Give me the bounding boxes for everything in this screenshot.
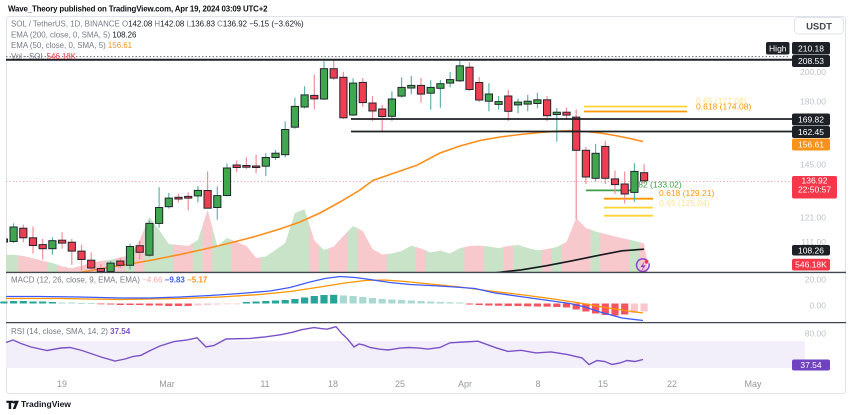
svg-text:RSI (14, close, SMA, 14, 2) 37: RSI (14, close, SMA, 14, 2) 37.54 (11, 327, 131, 336)
svg-text:Mar: Mar (159, 379, 175, 389)
svg-text:22:50:57: 22:50:57 (798, 185, 831, 195)
svg-text:Wave_Theory published on Tradi: Wave_Theory published on TradingView.com… (8, 5, 268, 14)
svg-text:162.45: 162.45 (798, 127, 824, 137)
svg-text:High: High (769, 43, 787, 53)
svg-text:Apr: Apr (458, 379, 472, 389)
svg-text:20.00: 20.00 (805, 275, 827, 285)
svg-text:180.00: 180.00 (800, 97, 826, 107)
svg-text:169.82: 169.82 (798, 115, 824, 125)
svg-text:0.00: 0.00 (809, 301, 826, 311)
svg-text:80.00: 80.00 (805, 329, 827, 339)
svg-text:11: 11 (260, 379, 269, 389)
svg-text:EMA (50, close, 0, SMA, 5) 156: EMA (50, close, 0, SMA, 5) 156.61 (11, 41, 132, 50)
svg-text:Vol · SOL 546.18K: Vol · SOL 546.18K (11, 52, 77, 61)
svg-text:111.00: 111.00 (801, 237, 826, 247)
svg-text:136.92: 136.92 (802, 176, 828, 186)
svg-text:25: 25 (395, 379, 405, 389)
svg-text:22: 22 (667, 379, 677, 389)
svg-text:18: 18 (328, 379, 338, 389)
svg-text:200.00: 200.00 (800, 67, 826, 77)
svg-text:MACD (12, 26, close, 9, EMA, E: MACD (12, 26, close, 9, EMA, EMA) −4.66 … (11, 276, 208, 285)
svg-text:145.00: 145.00 (800, 160, 826, 170)
svg-text:19: 19 (57, 379, 67, 389)
svg-text:0.65 (125.04): 0.65 (125.04) (659, 198, 710, 208)
svg-text:108.26: 108.26 (798, 245, 824, 255)
svg-text:EMA (200, close, 0, SMA, 5) 10: EMA (200, close, 0, SMA, 5) 108.26 (11, 31, 137, 40)
svg-text:8: 8 (535, 379, 540, 389)
svg-text:37.54: 37.54 (800, 360, 822, 370)
svg-text:208.53: 208.53 (798, 56, 824, 66)
svg-text:0.618 (174.08): 0.618 (174.08) (696, 101, 751, 111)
svg-text:SOL / TetherUS, 1D, BINANCE O1: SOL / TetherUS, 1D, BINANCE O142.08 H142… (11, 20, 304, 29)
svg-text:0.618 (129.21): 0.618 (129.21) (659, 188, 714, 198)
svg-text:546.18K: 546.18K (795, 260, 827, 270)
svg-text:0.65 (177.08): 0.65 (177.08) (696, 96, 747, 106)
svg-text:210.18: 210.18 (798, 43, 824, 53)
svg-text:382 (133.02): 382 (133.02) (634, 180, 682, 190)
svg-text:156.61: 156.61 (798, 140, 824, 150)
svg-text:USDT: USDT (806, 22, 832, 33)
svg-text:121.00: 121.00 (800, 213, 826, 223)
svg-text:May: May (744, 379, 762, 389)
svg-text:15: 15 (598, 379, 608, 389)
svg-text:TradingView: TradingView (21, 399, 71, 409)
